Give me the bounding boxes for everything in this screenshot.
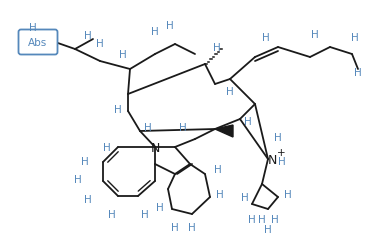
Text: H: H [151, 27, 159, 37]
Text: H: H [81, 156, 89, 166]
Text: H: H [114, 105, 122, 115]
Text: H: H [271, 214, 279, 224]
Text: +: + [277, 147, 285, 158]
Text: H: H [213, 43, 221, 53]
Text: H: H [284, 189, 292, 199]
Text: H: H [354, 68, 362, 78]
Text: H: H [226, 87, 234, 97]
Text: H: H [156, 202, 164, 212]
FancyBboxPatch shape [18, 30, 57, 55]
Text: H: H [264, 224, 272, 234]
Text: H: H [171, 222, 179, 232]
Text: H: H [119, 50, 127, 60]
Text: H: H [188, 222, 196, 232]
Text: H: H [351, 33, 359, 43]
Text: H: H [141, 209, 149, 219]
Text: N: N [267, 153, 277, 166]
Text: H: H [166, 21, 174, 31]
Text: H: H [274, 133, 282, 142]
Text: H: H [29, 23, 37, 33]
Text: Abs: Abs [28, 38, 48, 48]
Text: H: H [84, 31, 92, 41]
Text: H: H [84, 194, 92, 204]
Text: N: N [150, 141, 160, 154]
Text: H: H [241, 192, 249, 202]
Text: H: H [244, 116, 252, 127]
Text: H: H [262, 33, 270, 43]
Text: H: H [248, 214, 256, 224]
Text: H: H [108, 209, 116, 219]
Text: H: H [96, 39, 104, 49]
Text: H: H [216, 189, 224, 199]
Polygon shape [215, 125, 233, 137]
Text: H: H [311, 30, 319, 40]
Text: H: H [144, 122, 152, 133]
Text: H: H [179, 122, 187, 133]
Text: H: H [258, 214, 266, 224]
Text: H: H [278, 156, 286, 166]
Text: H: H [74, 174, 82, 184]
Text: H: H [103, 142, 111, 152]
Text: H: H [214, 164, 222, 174]
